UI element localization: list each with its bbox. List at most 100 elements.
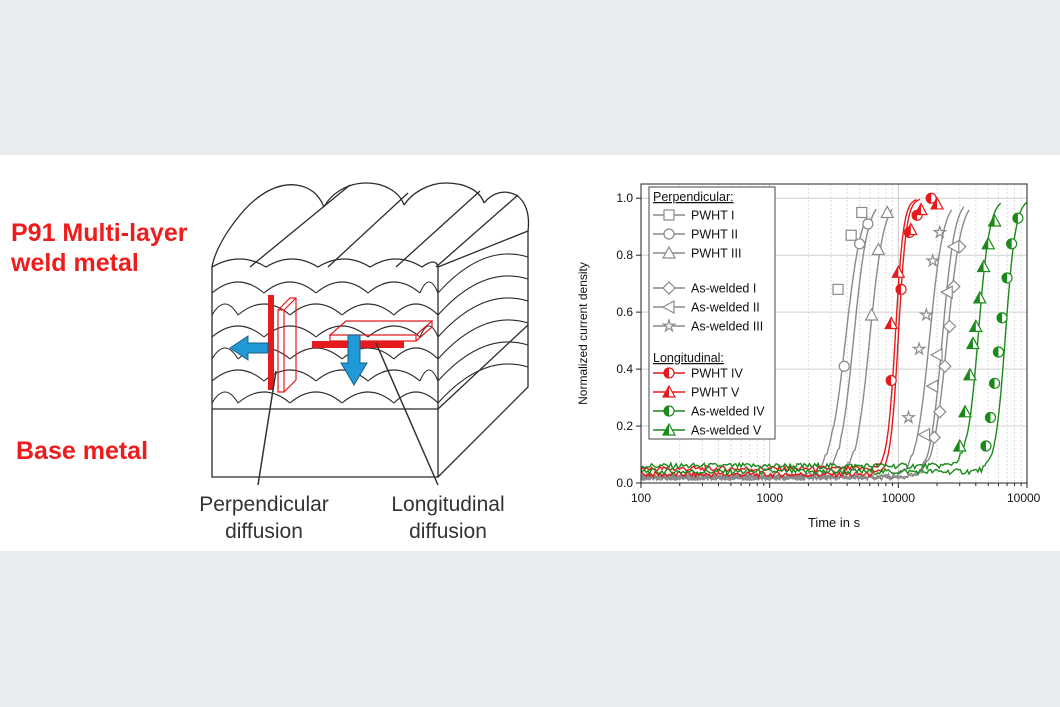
marker-circle-fill [989, 378, 995, 389]
weld-layer-side [437, 297, 529, 338]
x-axis-label: Time in s [808, 515, 861, 530]
marker-square [832, 283, 844, 295]
marker-square [663, 209, 675, 221]
marker-circle-fill [1012, 213, 1018, 224]
marker-triangle-fill [663, 386, 669, 397]
marker-circle-fill [664, 406, 669, 416]
marker-half-filled-circle [984, 411, 997, 424]
weld-layer-row [211, 391, 439, 404]
marker-half-filled-triangle [972, 290, 987, 304]
legend-entry-label: As-welded I [691, 282, 756, 296]
weld-layer-row [211, 281, 439, 294]
marker-half-filled-triangle [903, 222, 918, 236]
legend-entry-label: PWHT III [691, 247, 741, 261]
series-line [640, 201, 1028, 477]
marker-half-filled-circle [1006, 238, 1018, 250]
marker-triangle-left [917, 427, 931, 442]
marker-square [856, 206, 868, 219]
weld-metal-title: P91 Multi-layer weld metal [11, 218, 187, 278]
marker-half-filled-triangle [976, 259, 991, 273]
marker-half-filled-triangle [968, 319, 983, 332]
marker-triangle-fill [914, 203, 921, 215]
marker-half-filled-triangle [952, 438, 967, 452]
longitudinal-label-line-2: diffusion [409, 520, 487, 543]
marker-half-filled-circle [1001, 272, 1013, 284]
top-bead-4 [483, 191, 530, 232]
perpendicular-diffusion-label: Perpendicular diffusion [183, 491, 345, 545]
legend-heading-perpendicular: Perpendicular: [653, 190, 734, 204]
marker-triangle [661, 245, 677, 259]
marker-diamond [942, 319, 957, 334]
marker-circle-fill [993, 347, 999, 358]
title-line-2: weld metal [11, 249, 139, 277]
marker-star [925, 252, 941, 268]
top-bead-1 [211, 184, 325, 268]
base-metal-label: Base metal [16, 437, 149, 465]
marker-triangle-fill [892, 266, 899, 278]
marker-diamond [662, 281, 676, 295]
marker-half-filled-circle [663, 367, 675, 379]
title-line-1: P91 Multi-layer [11, 219, 188, 247]
y-tick-label: 0.4 [616, 362, 633, 376]
blue-arrow-down [340, 334, 368, 386]
marker-triangle-left [929, 347, 943, 362]
legend-entry-label: PWHT II [691, 228, 738, 242]
marker-triangle-fill [663, 424, 669, 435]
longitudinal-diffusion-marker [312, 320, 434, 386]
series-line [640, 198, 917, 474]
legend-entry-label: As-welded IV [691, 405, 765, 419]
legend-entry-label: PWHT IV [691, 367, 744, 381]
weld-layer-side [437, 319, 529, 360]
marker-triangle-fill [988, 215, 995, 227]
marker-circle-fill [1002, 272, 1008, 283]
weld-layer-side [437, 253, 529, 294]
marker-circle [663, 228, 675, 240]
marker-half-filled-circle [1012, 212, 1024, 224]
marker-half-filled-triangle [913, 202, 929, 216]
marker-half-filled-triangle [930, 196, 945, 210]
blue-arrow-left [229, 335, 269, 361]
marker-triangle-fill [977, 260, 984, 272]
weld-layer-row [211, 369, 439, 382]
perpendicular-label-line-2: diffusion [225, 520, 303, 543]
weld-layer-side [437, 363, 529, 404]
marker-triangle-left [661, 299, 675, 315]
marker-triangle [864, 307, 879, 321]
weld-block-diagram [211, 182, 530, 486]
marker-half-filled-circle [996, 312, 1008, 324]
marker-half-filled-triangle [884, 316, 899, 330]
marker-half-filled-triangle [962, 367, 977, 381]
marker-star [932, 224, 948, 239]
marker-half-filled-circle [911, 209, 923, 221]
marker-triangle-fill [969, 320, 976, 332]
legend-entry-label: As-welded V [691, 424, 762, 438]
legend-entry-label: As-welded III [691, 320, 763, 334]
y-tick-label: 0.8 [616, 248, 633, 262]
weld-layer-row [211, 303, 439, 316]
perpendicular-label-line-1: Perpendicular [199, 493, 329, 516]
marker-half-filled-circle [980, 440, 992, 452]
marker-triangle-left [946, 239, 960, 254]
marker-triangle-fill [885, 317, 892, 329]
marker-half-filled-triangle [661, 384, 677, 398]
marker-circle-fill [1006, 238, 1012, 249]
marker-circle-fill [886, 375, 892, 386]
legend-entry-label: As-welded II [691, 301, 760, 315]
perpendicular-diffusion-marker [229, 295, 297, 393]
legend-entry-label: PWHT V [691, 386, 740, 400]
marker-triangle-fill [982, 237, 989, 249]
y-tick-label: 0.2 [616, 419, 633, 433]
marker-triangle-left [925, 379, 939, 394]
marker-circle [862, 218, 874, 230]
marker-triangle-fill [931, 197, 938, 209]
marker-half-filled-triangle [965, 336, 980, 350]
legend-entry-label: PWHT I [691, 209, 735, 223]
legend-heading-longitudinal: Longitudinal: [653, 351, 724, 365]
top-bead-2 [323, 182, 405, 208]
leader-lines [257, 342, 439, 486]
x-tick-label: 1000 [756, 491, 783, 505]
marker-circle [838, 360, 850, 372]
marker-star [661, 317, 677, 333]
marker-triangle-fill [966, 337, 973, 349]
